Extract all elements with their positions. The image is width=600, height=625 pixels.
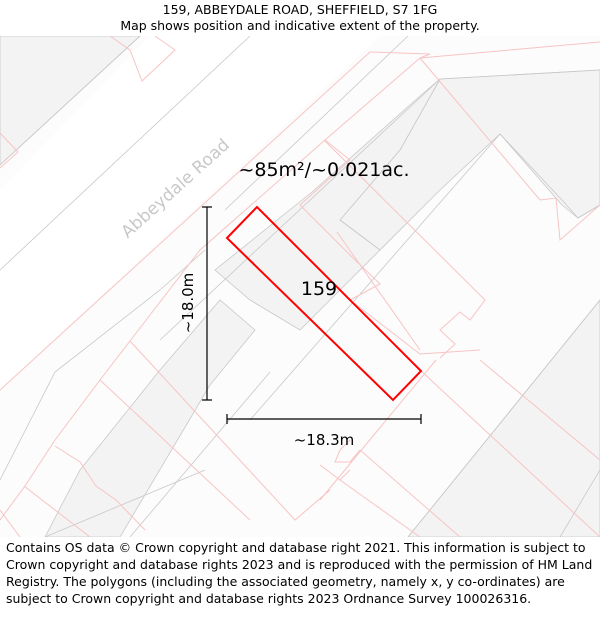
building-block-southwest — [44, 299, 256, 537]
area-label: ~85m²/~0.021ac. — [238, 159, 409, 181]
property-number-label: 159 — [301, 278, 337, 300]
building-block-central — [214, 78, 441, 331]
height-dimension — [202, 206, 212, 401]
property-address-title: 159, ABBEYDALE ROAD, SHEFFIELD, S7 1FG — [162, 2, 438, 17]
parcel-boundaries — [0, 36, 600, 537]
height-dimension-label: ~18.0m — [179, 273, 197, 334]
map-subtitle: Map shows position and indicative extent… — [120, 18, 480, 33]
map-header: 159, ABBEYDALE ROAD, SHEFFIELD, S7 1FG M… — [0, 0, 600, 36]
copyright-notice: Contains OS data © Crown copyright and d… — [6, 540, 593, 606]
property-map: Abbeydale Road ~85m²/~0.021ac. 159 ~18.0… — [0, 36, 600, 537]
width-dimension — [226, 414, 422, 424]
building-lines — [0, 36, 600, 537]
property-boundary[interactable] — [225, 205, 423, 402]
width-dimension-label: ~18.3m — [294, 431, 355, 449]
abbeydale-road-carriageway — [0, 36, 380, 390]
